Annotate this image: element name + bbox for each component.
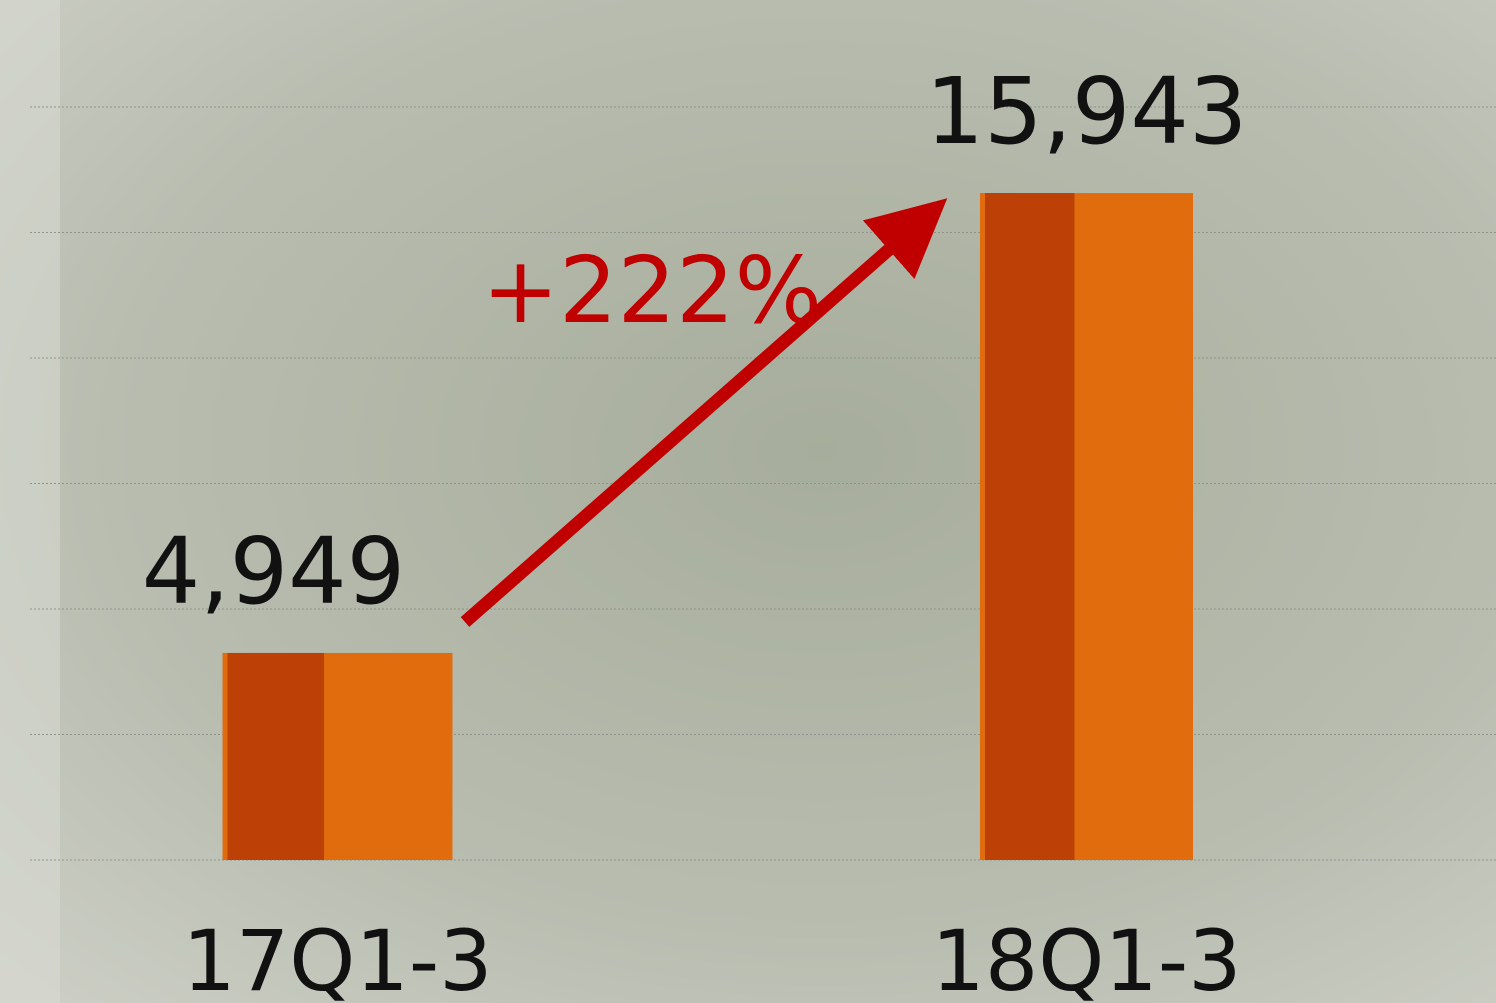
bar-shade: [985, 193, 1074, 860]
x-tick-label: 17Q1-3: [182, 912, 492, 1003]
chart: +222% 17Q1-3 4,949 18Q1-3 15,943: [0, 0, 1496, 1003]
page: +222% 17Q1-34,94918Q1-315,943 (() => { c…: [0, 0, 1496, 1003]
background-light: [0, 0, 60, 1003]
bar: [223, 653, 453, 860]
x-tick-label: 18Q1-3: [931, 912, 1241, 1003]
bar: [980, 193, 1193, 860]
data-label: 15,943: [926, 58, 1248, 165]
bar-shade: [228, 653, 325, 860]
growth-annotation: +222%: [482, 237, 822, 344]
data-label: 4,949: [142, 518, 405, 625]
